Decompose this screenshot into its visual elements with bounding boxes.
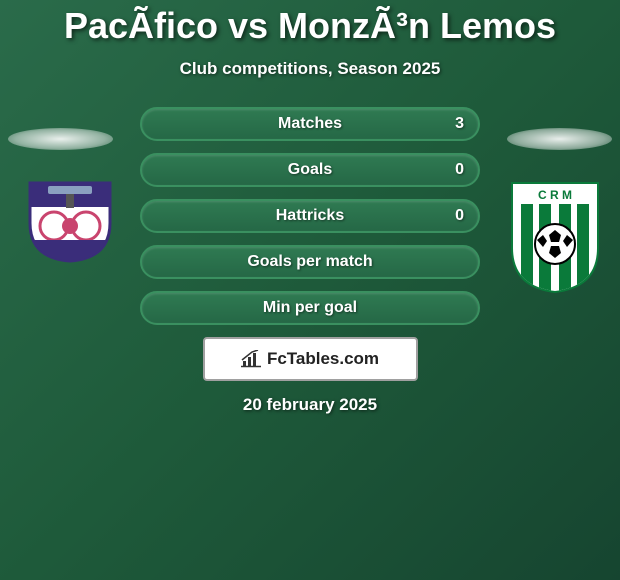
branding-text: FcTables.com: [267, 349, 379, 369]
stat-label: Hattricks: [276, 207, 344, 225]
page-title: PacÃ­fico vs MonzÃ³n Lemos: [0, 5, 620, 47]
left-glow-ellipse: [8, 128, 113, 150]
branding-box: FcTables.com: [203, 337, 418, 381]
stat-label: Goals per match: [247, 253, 372, 271]
stat-value: 3: [455, 115, 464, 133]
stat-label: Min per goal: [263, 299, 357, 317]
chart-icon: [241, 350, 261, 368]
stat-value: 0: [455, 161, 464, 179]
date-text: 20 february 2025: [0, 395, 620, 415]
stat-row-goals: Goals 0: [140, 153, 480, 187]
stat-row-hattricks: Hattricks 0: [140, 199, 480, 233]
subtitle: Club competitions, Season 2025: [0, 59, 620, 79]
club-badge-left: [20, 178, 120, 263]
stat-row-goals-per-match: Goals per match: [140, 245, 480, 279]
stat-label: Goals: [288, 161, 332, 179]
stat-row-matches: Matches 3: [140, 107, 480, 141]
stat-label: Matches: [278, 115, 342, 133]
stat-value: 0: [455, 207, 464, 225]
stats-list: Matches 3 Goals 0 Hattricks 0 Goals per …: [140, 107, 480, 325]
svg-text:C R M: C R M: [538, 188, 572, 202]
right-glow-ellipse: [507, 128, 612, 150]
club-badge-right: C R M: [505, 178, 605, 293]
stat-row-min-per-goal: Min per goal: [140, 291, 480, 325]
